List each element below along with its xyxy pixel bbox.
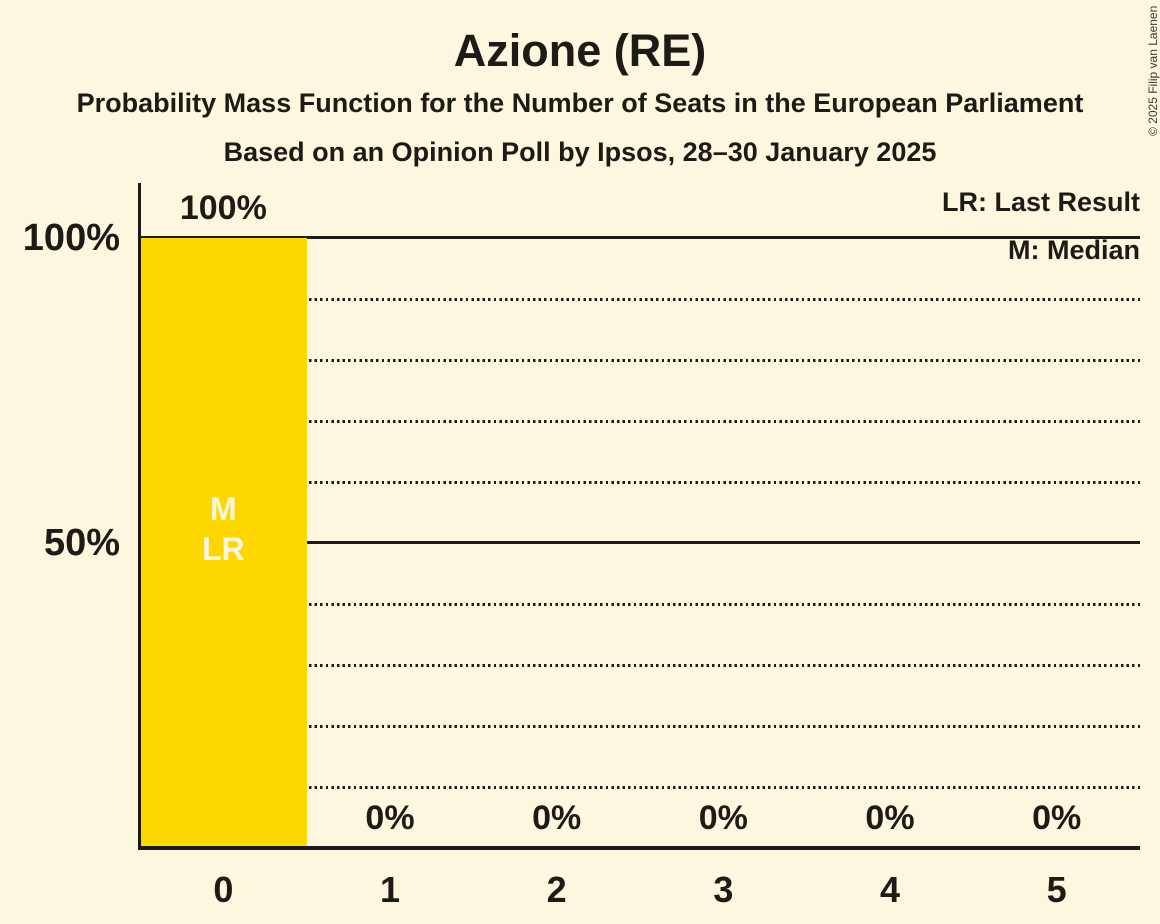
x-axis-label-4: 4 [879,869,900,910]
gridline-dotted-60pct [141,481,1140,484]
gridline-solid-50pct [141,541,1140,544]
gridline-dotted-30pct [141,664,1140,667]
annotation-line: M [210,491,237,527]
y-axis-label-50pct: 50% [43,522,120,564]
gridline-solid-100pct [141,236,1140,239]
gridline-dotted-90pct [141,298,1140,301]
legend-last-result: LR: Last Result [941,187,1140,217]
bar-value-label-3: 0% [698,799,748,837]
y-axis-label-100pct: 100% [22,217,120,259]
chart-source-subtitle: Based on an Opinion Poll by Ipsos, 28–30… [223,137,937,167]
gridline-dotted-40pct [141,603,1140,606]
chart-subtitle: Probability Mass Function for the Number… [76,88,1084,118]
bar-value-label-2: 0% [532,799,582,837]
x-axis-label-5: 5 [1046,869,1067,910]
annotation-line: LR [202,531,245,567]
median-last-result-annotation: M LR [140,489,307,569]
gridline-dotted-80pct [141,359,1140,362]
chart-title: Azione (RE) [453,25,707,76]
gridline-dotted-20pct [141,725,1140,728]
x-axis-label-0: 0 [213,869,234,910]
legend-median: M: Median [1008,235,1140,265]
bar-seats-0 [141,238,307,848]
bar-value-label-5: 0% [1032,799,1082,837]
gridline-dotted-70pct [141,420,1140,423]
bar-value-label-4: 0% [865,799,915,837]
x-axis-label-1: 1 [379,869,400,910]
bar-value-label-1: 0% [365,799,415,837]
y-axis-line [138,183,141,850]
x-axis-label-3: 3 [713,869,734,910]
bar-value-label-0: 100% [179,189,267,227]
x-axis-label-2: 2 [546,869,567,910]
gridline-dotted-10pct [141,786,1140,789]
x-axis-line [138,846,1140,850]
